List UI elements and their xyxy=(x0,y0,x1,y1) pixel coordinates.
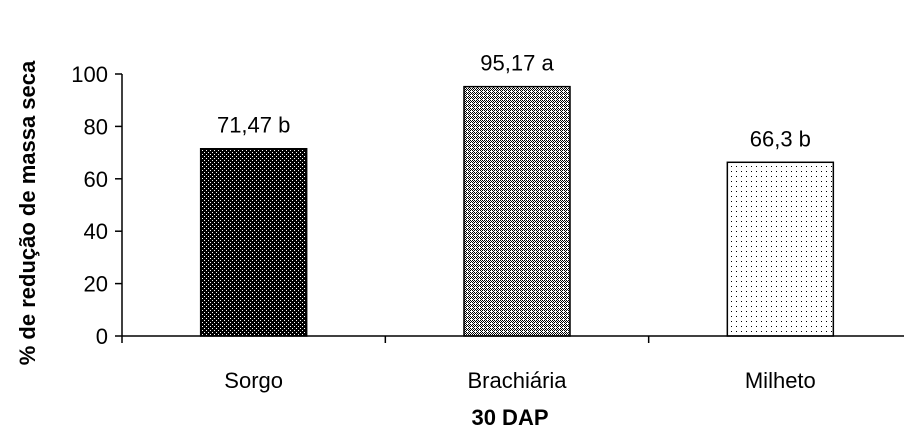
y-tick-label: 20 xyxy=(84,272,108,297)
data-label: 95,17 a xyxy=(480,51,554,76)
x-tick-label: Milheto xyxy=(745,368,816,393)
y-axis-title: % de redução de massa seca xyxy=(15,60,40,365)
y-tick-label: 80 xyxy=(84,114,108,139)
bar-brachiaria xyxy=(463,85,571,337)
bar-milheto xyxy=(726,161,835,337)
bar-sorgo xyxy=(199,147,308,337)
x-axis-title: 30 DAP xyxy=(471,405,548,430)
y-tick-label: 100 xyxy=(71,62,108,87)
data-label: 71,47 b xyxy=(217,113,290,138)
data-label: 66,3 b xyxy=(750,126,811,151)
y-tick-label: 60 xyxy=(84,167,108,192)
y-tick-label: 40 xyxy=(84,219,108,244)
x-tick-label: Brachiária xyxy=(467,368,567,393)
y-tick-label: 0 xyxy=(96,324,108,349)
x-tick-label: Sorgo xyxy=(224,368,283,393)
